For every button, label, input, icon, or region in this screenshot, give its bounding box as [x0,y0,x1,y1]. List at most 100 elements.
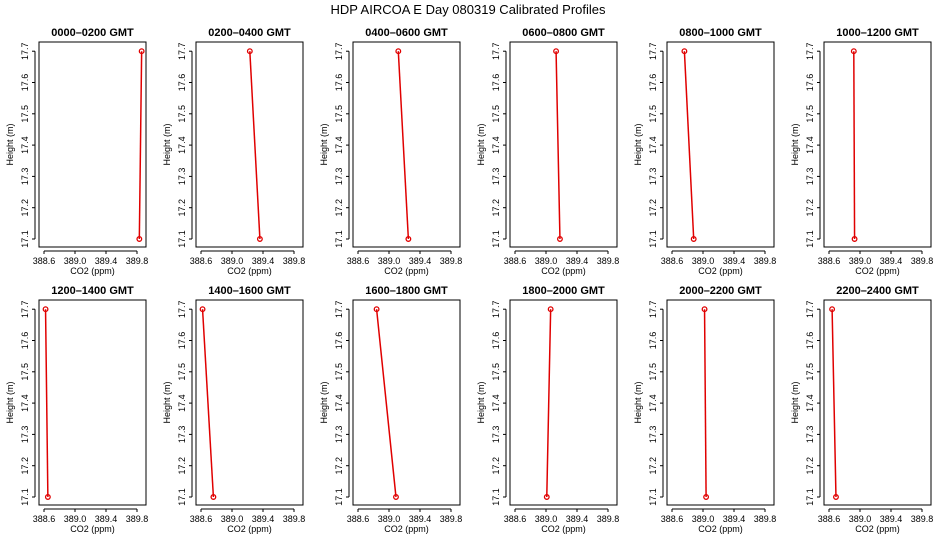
profile-line [375,309,397,498]
y-tick-label: 17.1 [805,488,815,506]
x-tick-label: 389.0 [378,514,401,524]
y-tick-label: 17.1 [491,230,501,248]
y-tick-label: 17.1 [334,230,344,248]
y-tick-label: 17.1 [177,488,187,506]
profile-line [546,309,552,498]
panel-title: 0000–0200 GMT [51,27,134,39]
x-tick-label: 389.4 [566,256,589,266]
profile-line [683,51,695,240]
axes-box [666,41,775,248]
y-tick-label: 17.2 [648,199,658,217]
axes-box [666,299,775,506]
y-axis-label: Height (m) [5,381,15,423]
data-point [256,236,263,242]
y-tick-label: 17.2 [648,457,658,475]
data-point [246,48,253,55]
y-tick-label: 17.4 [805,136,815,154]
x-tick-label: 389.0 [535,256,558,266]
profile-panel: 0200–0400 GMT 388.6 389.0 389.4 389.8 CO2 (pp… [162,27,305,276]
y-tick-label: 17.5 [491,363,501,381]
axes-box [38,299,147,506]
y-tick-label: 17.3 [334,168,344,186]
profile-line [44,309,49,498]
y-tick-label: 17.7 [648,42,658,60]
x-tick-label: 389.8 [126,514,149,524]
data-point [405,236,412,242]
x-tick-label: 388.6 [504,514,527,524]
x-tick-label: 388.6 [661,256,684,266]
x-tick-label: 389.8 [911,514,934,524]
y-axis-label: Height (m) [476,123,486,165]
x-tick-label: 389.0 [535,514,558,524]
data-point [395,48,402,55]
x-tick-label: 389.4 [880,256,903,266]
y-tick-label: 17.4 [491,394,501,412]
y-tick-label: 17.2 [177,457,187,475]
y-tick-label: 17.6 [334,74,344,92]
x-tick-label: 389.8 [754,514,777,524]
profile-panel: 2200–2400 GMT 388.6 389.0 389.4 389.8 CO2 (pp… [790,285,933,534]
x-axis-label: CO2 (ppm) [855,524,900,534]
data-point [42,306,49,313]
y-tick-label: 17.6 [177,74,187,92]
x-tick-label: 389.8 [597,514,620,524]
y-tick-label: 17.3 [805,426,815,444]
y-tick-label: 17.2 [805,457,815,475]
axes-box [352,299,461,506]
y-tick-label: 17.5 [648,363,658,381]
x-tick-label: 389.0 [64,256,87,266]
x-tick-label: 389.0 [64,514,87,524]
y-tick-label: 17.7 [177,42,187,60]
y-tick-label: 17.4 [648,136,658,154]
y-axis-label: Height (m) [162,123,172,165]
x-axis-label: CO2 (ppm) [855,266,900,276]
y-tick-label: 17.3 [20,168,30,186]
profile-line [853,51,856,240]
data-point [557,236,563,242]
profile-panel: 1200–1400 GMT 388.6 389.0 389.4 389.8 CO2 (pp… [5,285,148,534]
y-tick-label: 17.2 [491,457,501,475]
y-tick-label: 17.3 [805,168,815,186]
y-tick-label: 17.5 [177,105,187,123]
data-point [833,494,839,500]
y-tick-label: 17.6 [334,332,344,350]
axes-box [38,41,147,248]
x-tick-label: 389.8 [440,256,463,266]
data-point [199,306,206,313]
panel-title: 1000–1200 GMT [836,27,919,39]
y-tick-label: 17.2 [491,199,501,217]
panel-title: 0600–0800 GMT [522,27,605,39]
y-tick-label: 17.6 [491,332,501,350]
y-tick-label: 17.7 [334,300,344,318]
x-tick-label: 389.8 [283,514,306,524]
axes-box [823,299,932,506]
axes-box [195,299,304,506]
y-tick-label: 17.4 [177,394,187,412]
figure-title: HDP AIRCOA E Day 080319 Calibrated Profi… [330,2,606,17]
y-tick-label: 17.5 [491,105,501,123]
y-axis-label: Height (m) [790,381,800,423]
data-point [543,494,550,500]
data-point [850,48,857,55]
data-point [701,306,708,313]
y-tick-label: 17.5 [20,105,30,123]
y-tick-label: 17.7 [805,42,815,60]
x-axis-label: CO2 (ppm) [541,266,586,276]
y-tick-label: 17.3 [334,426,344,444]
x-axis-label: CO2 (ppm) [70,266,115,276]
y-tick-label: 17.2 [177,199,187,217]
x-tick-label: 388.6 [818,256,841,266]
y-tick-label: 17.5 [648,105,658,123]
panel-title: 1600–1800 GMT [365,285,448,297]
y-tick-label: 17.3 [491,426,501,444]
y-tick-label: 17.6 [20,74,30,92]
y-tick-label: 17.7 [20,300,30,318]
x-axis-label: CO2 (ppm) [698,524,743,534]
y-tick-label: 17.7 [491,42,501,60]
y-tick-label: 17.4 [20,394,30,412]
y-tick-label: 17.5 [334,363,344,381]
profile-panel: 0400–0600 GMT 388.6 389.0 389.4 389.8 CO2 (pp… [319,27,462,276]
axes-box [352,41,461,248]
y-tick-label: 17.4 [177,136,187,154]
panel-title: 1800–2000 GMT [522,285,605,297]
